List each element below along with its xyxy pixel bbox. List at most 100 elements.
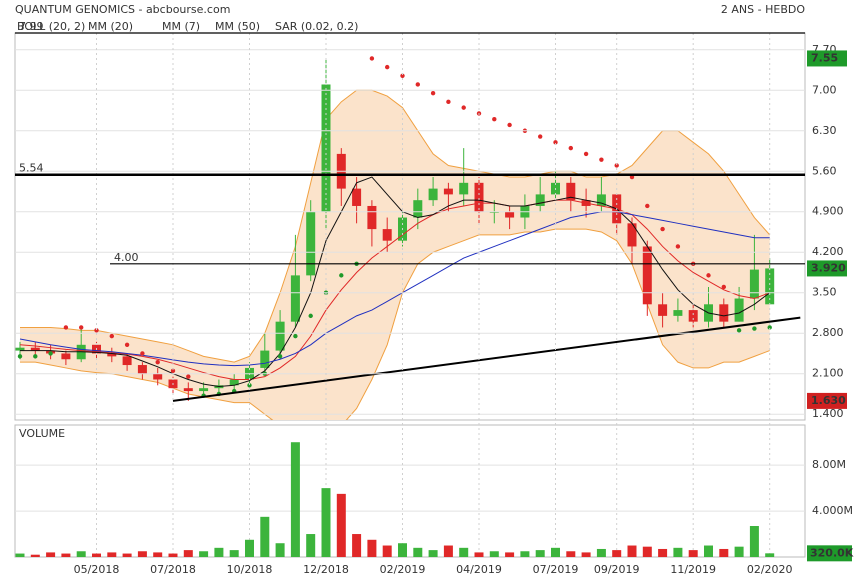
volume-title: VOLUME xyxy=(19,427,65,440)
volume-bar xyxy=(413,547,423,557)
volume-bar xyxy=(688,550,698,557)
sar-dot xyxy=(430,90,436,96)
bollinger-upper xyxy=(20,89,771,363)
candle-body xyxy=(749,269,759,299)
level-label: 7.99 xyxy=(19,20,44,33)
candle-body xyxy=(153,373,163,380)
volume-bar xyxy=(734,546,744,557)
candle-body xyxy=(566,182,576,201)
x-tick-label: 02/2019 xyxy=(380,563,426,576)
volume-bar xyxy=(290,442,300,557)
sar-dot xyxy=(736,328,742,333)
y-tick-label: 4.200 xyxy=(812,245,844,258)
x-tick-label: 07/2018 xyxy=(150,563,196,576)
price-badge xyxy=(807,260,847,277)
sar-dot xyxy=(339,273,344,278)
moving-average xyxy=(19,199,770,381)
candle-body xyxy=(688,310,698,322)
level-label: 5.54 xyxy=(19,162,44,175)
candle-body xyxy=(642,246,652,305)
sar-dot xyxy=(446,99,451,105)
price-plot xyxy=(15,56,801,420)
x-tick-label: 09/2019 xyxy=(594,563,640,576)
candle-body xyxy=(673,310,683,316)
volume-bar xyxy=(749,526,759,557)
volume-bar xyxy=(92,553,101,557)
volume-bar xyxy=(382,545,392,557)
volume-bar xyxy=(551,547,560,557)
volume-bar xyxy=(443,545,453,557)
y-tick-label: 2.800 xyxy=(812,326,844,339)
volume-panel xyxy=(14,424,806,558)
volume-bar xyxy=(719,548,729,557)
chart-title: QUANTUM GENOMICS - abcbourse.com xyxy=(15,3,230,16)
volume-bar xyxy=(260,516,270,557)
sar-dot xyxy=(553,140,558,145)
y-tick-label: 3.50 xyxy=(812,286,837,299)
bollinger-fill xyxy=(20,90,770,420)
y-tick-label: 8.00M xyxy=(812,458,846,471)
sar-dot xyxy=(140,351,145,356)
sar-dot xyxy=(63,325,69,330)
moving-average xyxy=(20,176,771,387)
x-tick-label: 12/2018 xyxy=(303,563,349,576)
volume-bar xyxy=(520,551,530,557)
x-tick-label: 02/2020 xyxy=(747,563,793,576)
sar-dot xyxy=(170,368,176,374)
volume-bar xyxy=(61,553,71,557)
candle-body xyxy=(719,304,729,322)
volume-bar xyxy=(183,550,193,557)
volume-bar xyxy=(642,546,652,557)
y-tick-label: 7.00 xyxy=(812,83,837,96)
y-tick-label: 1.400 xyxy=(812,407,844,420)
candle-body xyxy=(474,182,484,212)
sar-dot xyxy=(293,333,298,339)
candle-body xyxy=(306,211,316,276)
candle-body xyxy=(535,194,545,206)
chart-subtitle: 2 ANS - HEBDO xyxy=(721,3,805,16)
legend-entry: MM (50) xyxy=(215,20,260,33)
volume-bar xyxy=(704,545,713,557)
sar-dot xyxy=(507,122,512,128)
candle-body xyxy=(275,321,285,351)
sar-dot xyxy=(369,56,375,61)
candle-body xyxy=(199,388,209,392)
sar-dot xyxy=(675,244,681,249)
candle-body xyxy=(459,182,469,195)
candle-body xyxy=(734,298,744,322)
x-tick-label: 11/2019 xyxy=(670,563,716,576)
volume-bar xyxy=(612,550,622,557)
y-tick-label: 6.30 xyxy=(812,124,837,137)
y-tick-label: 5.60 xyxy=(812,164,837,177)
volume-bar xyxy=(275,543,285,557)
sar-dot xyxy=(568,145,573,151)
volume-badge xyxy=(807,545,852,562)
candle-body xyxy=(443,188,453,195)
sar-dot xyxy=(461,105,466,110)
volume-bar xyxy=(352,534,362,557)
level-label: 4.00 xyxy=(114,251,139,264)
sar-dot xyxy=(33,354,38,359)
volume-bar xyxy=(76,551,86,557)
volume-bar xyxy=(137,551,147,557)
price-badge-label: 3.920 xyxy=(811,261,846,274)
volume-bar xyxy=(367,539,377,557)
volume-bar xyxy=(107,552,117,557)
sar-dot xyxy=(538,134,543,139)
candle-body xyxy=(290,275,300,322)
volume-bar xyxy=(46,552,56,557)
volume-bar xyxy=(489,551,499,557)
legend-entry: MM (7) xyxy=(162,20,200,33)
volume-bar xyxy=(658,548,668,557)
sar-dot xyxy=(767,325,772,330)
price-badge-label: 7.55 xyxy=(811,51,838,64)
legend-entry: MM (20) xyxy=(88,20,133,33)
price-badge xyxy=(807,50,847,67)
candle-body xyxy=(137,365,147,374)
volume-bar xyxy=(214,547,224,557)
volume-bar xyxy=(122,553,132,557)
y-tick-label: 2.100 xyxy=(812,367,844,380)
price-badge xyxy=(807,392,847,409)
sar-dot xyxy=(94,328,99,333)
